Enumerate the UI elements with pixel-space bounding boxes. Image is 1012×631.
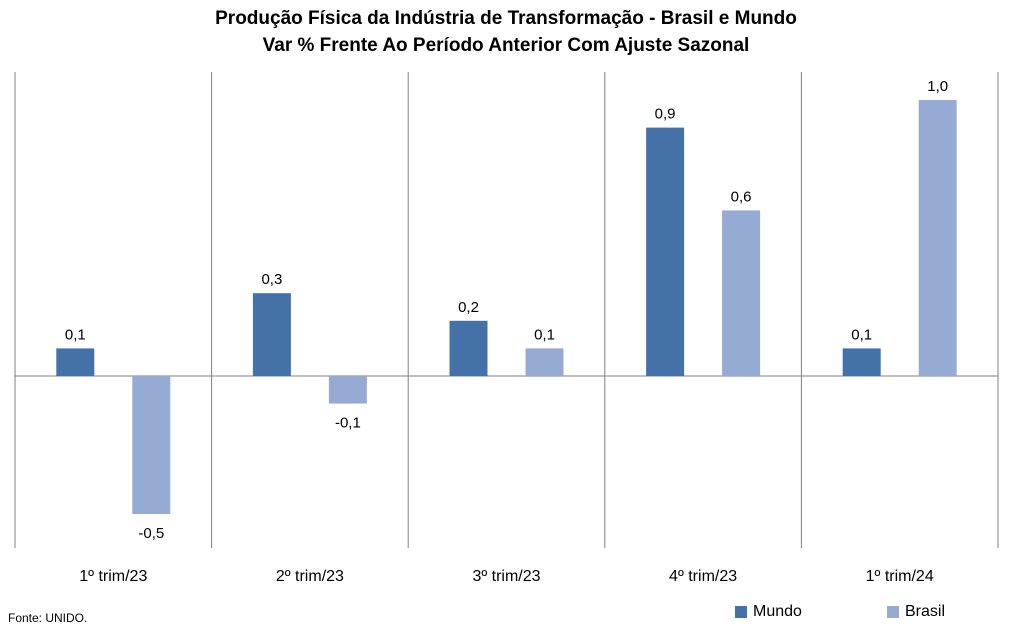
category-label: 4º trim/23	[669, 568, 737, 585]
bar-chart: 0,1 0,3 0,2 0,9 0,1 -0,5 -0,1 0,1 0,6 1,0 1º trim/…	[14, 72, 999, 585]
legend-item-mundo: Mundo	[735, 603, 802, 621]
bar-mundo-1	[56, 348, 95, 376]
data-label-mundo-2: 0,3	[261, 271, 282, 288]
chart-title: Produção Física da Indústria de Transfor…	[215, 8, 797, 29]
bar-brasil-5	[918, 100, 957, 376]
data-label-mundo-3: 0,2	[458, 299, 479, 316]
data-label-mundo-4: 0,9	[655, 106, 676, 123]
legend-item-brasil: Brasil	[887, 603, 945, 621]
data-label-brasil-5: 1,0	[927, 78, 948, 95]
bar-mundo-5	[842, 348, 881, 376]
bar-mundo-3	[449, 320, 488, 376]
bar-mundo-4	[646, 127, 685, 376]
bar-brasil-4	[722, 210, 761, 376]
bar-mundo-2	[252, 293, 291, 376]
chart-subtitle: Var % Frente Ao Período Anterior Com Aju…	[262, 35, 750, 56]
category-label: 1º trim/24	[866, 568, 934, 585]
legend-label-brasil: Brasil	[905, 603, 946, 620]
source-note: Fonte: UNIDO.	[8, 611, 88, 625]
data-label-brasil-2: -0,1	[335, 415, 361, 432]
data-label-brasil-3: 0,1	[534, 326, 555, 343]
data-label-mundo-5: 0,1	[851, 326, 872, 343]
bar-brasil-1	[132, 376, 171, 514]
category-label: 1º trim/23	[79, 568, 147, 585]
bar-brasil-3	[525, 348, 564, 376]
category-label: 2º trim/23	[276, 568, 344, 585]
legend-swatch-mundo	[735, 606, 747, 618]
legend-swatch-brasil	[887, 606, 899, 618]
category-label: 3º trim/23	[472, 568, 540, 585]
data-label-brasil-1: -0,5	[138, 525, 164, 542]
data-label-brasil-4: 0,6	[731, 188, 752, 205]
legend-label-mundo: Mundo	[753, 603, 802, 620]
data-label-mundo-1: 0,1	[65, 326, 86, 343]
bar-brasil-2	[328, 376, 367, 404]
